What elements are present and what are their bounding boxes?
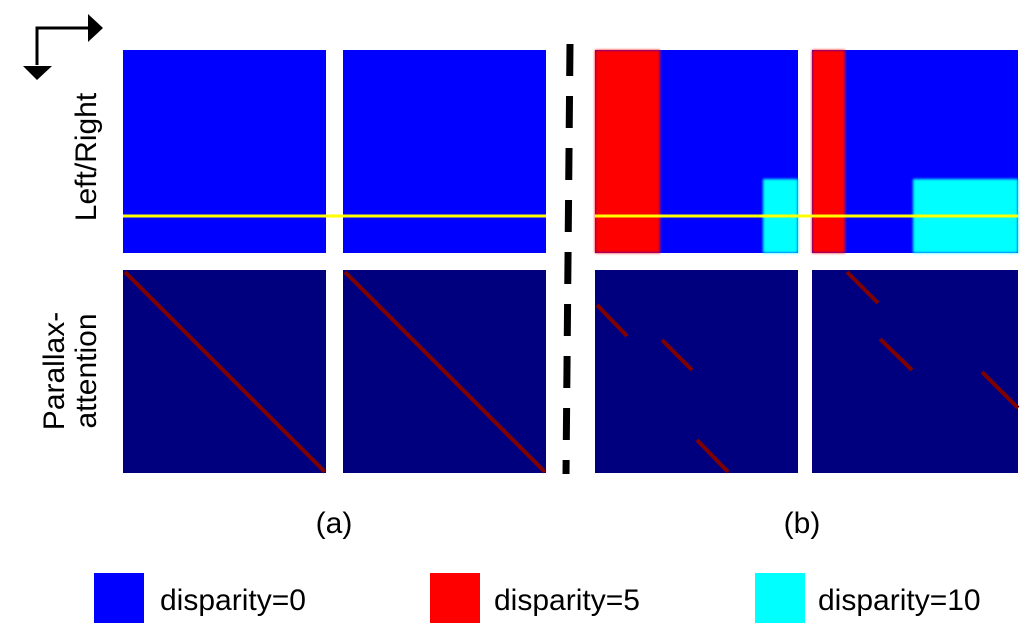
legend-item-disparity-0: disparity=0 [94,573,306,623]
row-label-parallax: Parallax- [38,312,71,430]
group-divider [562,43,574,475]
panel-b-left-attention [595,270,798,474]
legend-item-disparity-5: disparity=5 [430,573,640,623]
panel-a-right-disparity [343,50,546,253]
legend-swatch [755,573,805,623]
legend-item-disparity-10: disparity=10 [755,573,981,623]
panel-b-right-disparity [812,50,1018,253]
legend-label: disparity=10 [818,584,981,617]
legend: disparity=0 disparity=5 disparity=10 [94,573,981,623]
panel-b-right-attention [812,270,1020,473]
caption-a: (a) [316,507,353,540]
panel-a-left-disparity [123,50,326,253]
corner-arrows-icon [23,14,103,80]
row-label-left-right: Left/Right [70,92,103,221]
caption-b: (b) [784,507,821,540]
legend-swatch [430,573,480,623]
legend-swatch [94,573,144,623]
panel-a-left-attention [123,270,327,474]
panel-b-left-disparity [595,50,798,253]
panel-a-right-attention [343,270,547,474]
legend-label: disparity=5 [494,584,640,617]
legend-label: disparity=0 [160,584,306,617]
row-label-attention: attention [70,313,103,428]
